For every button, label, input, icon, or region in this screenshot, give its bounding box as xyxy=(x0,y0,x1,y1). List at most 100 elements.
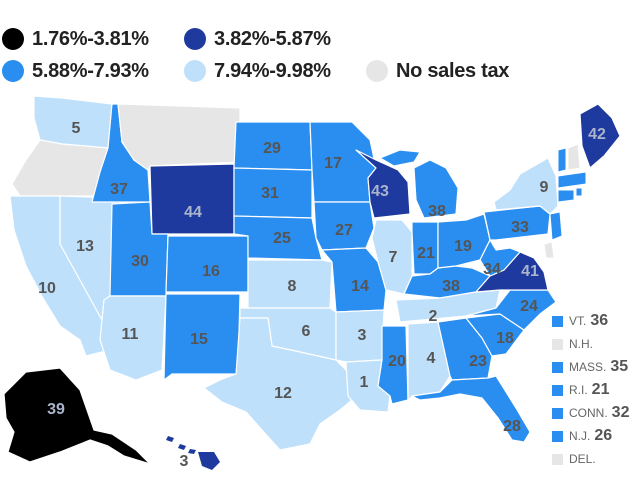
legend-label: No sales tax xyxy=(396,59,510,82)
state-ks xyxy=(247,259,333,309)
northeast-state-rank: 21 xyxy=(591,381,610,398)
state-nm xyxy=(163,293,241,381)
northeast-state-rank: 32 xyxy=(611,404,630,421)
small-state-shape xyxy=(567,143,581,171)
northeast-swatch xyxy=(552,430,563,442)
state-rank-label: 7 xyxy=(389,249,398,266)
state-rank-label: 18 xyxy=(496,330,514,347)
northeast-state-row: CONN. 32 xyxy=(552,402,629,424)
northeast-state-row: MASS. 35 xyxy=(552,356,628,378)
legend-swatch xyxy=(184,28,206,50)
state-rank-label: 38 xyxy=(428,203,446,220)
state-rank-label: 3 xyxy=(358,327,367,344)
state-mo xyxy=(321,247,387,313)
state-rank-label: 31 xyxy=(261,185,279,202)
northeast-swatch xyxy=(552,453,563,465)
state-me xyxy=(579,103,621,169)
state-rank-label: 23 xyxy=(469,353,487,370)
legend-label: 1.76%-3.81% xyxy=(32,27,149,50)
state-rank-label: 14 xyxy=(351,278,369,295)
northeast-states-list: VT. 36 N.H. MASS. 35 R.I. 21 CONN. 32 N.J. 26 DEL. xyxy=(552,310,640,480)
state-rank-label: 15 xyxy=(190,331,208,348)
northeast-state-name: VT. xyxy=(569,314,587,328)
state-rank-label: 13 xyxy=(76,238,94,255)
state-rank-label: 21 xyxy=(417,245,435,262)
small-state-shape xyxy=(543,241,555,259)
state-rank-label: 12 xyxy=(274,385,292,402)
state-rank-label: 42 xyxy=(588,126,606,143)
state-fl xyxy=(411,375,531,443)
state-ak xyxy=(3,367,151,465)
northeast-state-row: R.I. 21 xyxy=(552,379,609,401)
legend-item: 3.82%-5.87% xyxy=(184,24,331,54)
northeast-state-name: N.H. xyxy=(569,337,593,351)
northeast-state-name: CONN. xyxy=(569,406,608,420)
state-rank-label: 41 xyxy=(521,263,539,280)
state-rank-label: 29 xyxy=(263,140,281,157)
state-rank-label: 1 xyxy=(360,374,369,391)
state-or xyxy=(11,139,109,197)
state-rank-label: 20 xyxy=(388,353,406,370)
state-rank-label: 5 xyxy=(72,120,81,137)
state-rank-label: 43 xyxy=(371,183,389,200)
state-rank-label: 44 xyxy=(184,204,202,221)
state-rank-label: 37 xyxy=(110,181,128,198)
northeast-state-rank: 26 xyxy=(594,427,613,444)
state-rank-label: 33 xyxy=(511,219,529,236)
legend-swatch xyxy=(184,60,206,82)
state-rank-label: 9 xyxy=(540,179,549,196)
legend-item: 5.88%-7.93% xyxy=(2,56,149,86)
northeast-state-row: DEL. xyxy=(552,448,600,470)
state-rank-label: 17 xyxy=(324,155,342,172)
small-state-shape xyxy=(575,187,583,197)
state-hi xyxy=(166,436,220,470)
state-rank-label: 11 xyxy=(122,326,139,343)
state-rank-label: 6 xyxy=(302,323,311,340)
legend-swatch xyxy=(2,28,24,50)
state-rank-label: 3 xyxy=(180,453,189,470)
northeast-state-name: MASS. xyxy=(569,360,607,374)
state-ms xyxy=(377,325,409,405)
small-state-shape xyxy=(557,147,567,173)
state-rank-label: 34 xyxy=(483,261,501,278)
state-tx xyxy=(203,317,353,451)
northeast-state-name: N.J. xyxy=(569,429,591,443)
state-wi xyxy=(355,149,411,219)
state-rank-label: 28 xyxy=(503,418,521,435)
northeast-state-name: DEL. xyxy=(569,452,596,466)
state-rank-label: 25 xyxy=(273,230,291,247)
state-ne xyxy=(233,215,323,261)
state-wv xyxy=(479,239,521,277)
state-tn xyxy=(395,289,501,323)
northeast-state-name: R.I. xyxy=(569,383,588,397)
state-rank-label: 24 xyxy=(520,298,538,315)
northeast-swatch xyxy=(552,338,563,350)
northeast-state-rank: 35 xyxy=(610,358,629,375)
state-rank-label: 19 xyxy=(454,238,472,255)
state-wy xyxy=(149,163,235,235)
state-rank-label: 16 xyxy=(202,263,220,280)
state-rank-label: 39 xyxy=(47,401,65,418)
small-state-shape xyxy=(557,171,587,189)
state-mi xyxy=(379,149,459,219)
state-rank-label: 8 xyxy=(288,278,297,295)
northeast-state-row: N.J. 26 xyxy=(552,425,612,447)
state-rank-label: 27 xyxy=(335,222,353,239)
state-rank-label: 2 xyxy=(429,308,438,325)
legend-label: 3.82%-5.87% xyxy=(214,27,331,50)
state-rank-label: 10 xyxy=(38,280,56,297)
state-rank-label: 4 xyxy=(427,350,436,367)
legend: 1.76%-3.81% 3.82%-5.87% 5.88%-7.93% 7.94%-9… xyxy=(0,0,640,90)
northeast-state-rank: 36 xyxy=(590,312,609,329)
small-state-shape xyxy=(557,189,575,203)
northeast-swatch xyxy=(552,407,563,419)
state-mn xyxy=(309,121,377,203)
legend-swatch xyxy=(366,60,388,82)
small-state-shape xyxy=(549,211,563,241)
legend-item: 7.94%-9.98% xyxy=(184,56,331,86)
state-ny xyxy=(493,157,559,215)
legend-swatch xyxy=(2,60,24,82)
northeast-state-row: N.H. xyxy=(552,333,597,355)
legend-item: 1.76%-3.81% xyxy=(2,24,149,54)
state-rank-label: 30 xyxy=(131,253,149,270)
